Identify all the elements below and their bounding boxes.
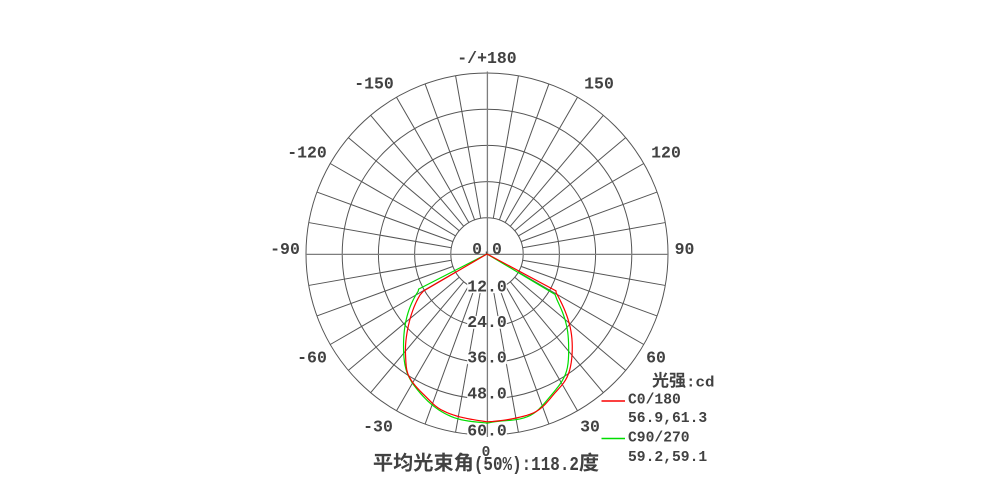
svg-text:56.9,61.3: 56.9,61.3: [628, 410, 707, 427]
svg-text:-/+180: -/+180: [457, 49, 516, 68]
svg-text:0: 0: [482, 445, 491, 461]
svg-text:30: 30: [580, 418, 600, 437]
svg-text:C90/270: C90/270: [628, 429, 690, 446]
svg-text:-90: -90: [270, 240, 300, 259]
svg-text:-120: -120: [287, 144, 327, 163]
svg-text:(50%):118.2: (50%):118.2: [474, 454, 579, 476]
svg-text:-60: -60: [297, 349, 327, 368]
svg-text:150: 150: [584, 75, 614, 94]
svg-text::cd: :cd: [686, 374, 715, 391]
svg-text:60: 60: [646, 349, 666, 368]
svg-text:-30: -30: [363, 418, 393, 437]
svg-text:-150: -150: [354, 75, 394, 94]
svg-text:C0/180: C0/180: [628, 392, 681, 409]
svg-text:59.2,59.1: 59.2,59.1: [628, 449, 707, 466]
svg-text:90: 90: [675, 240, 695, 259]
svg-text:120: 120: [651, 144, 681, 163]
